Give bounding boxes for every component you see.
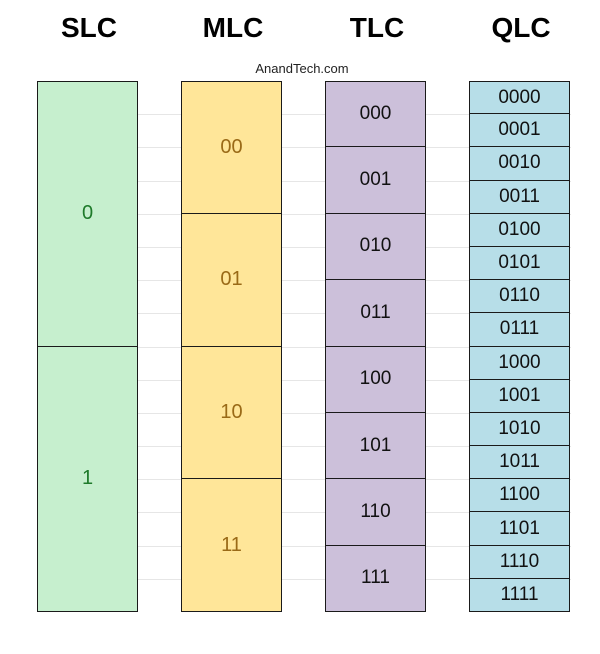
- gridline: [37, 181, 571, 182]
- tlc-cell-110: 110: [325, 479, 426, 546]
- tlc-cell-010: 010: [325, 213, 426, 281]
- qlc-cell-0011: 0011: [469, 180, 570, 214]
- qlc-cell-0100: 0100: [469, 213, 570, 247]
- mlc-column: 00 01 10 11: [181, 81, 282, 612]
- qlc-cell-1111: 1111: [469, 578, 570, 612]
- mlc-cell-11: 11: [181, 479, 282, 612]
- mlc-cell-00: 00: [181, 81, 282, 214]
- slc-cell-1: 1: [37, 346, 138, 612]
- qlc-cell-1001: 1001: [469, 379, 570, 413]
- qlc-cell-0110: 0110: [469, 280, 570, 314]
- gridline: [37, 579, 571, 580]
- qlc-cell-0001: 0001: [469, 114, 570, 148]
- qlc-cell-1000: 1000: [469, 346, 570, 380]
- gridline: [37, 546, 571, 547]
- gridline: [37, 313, 571, 314]
- qlc-column: 0000 0001 0010 0011 0100 0101 0110 0111 1000 1001…: [469, 81, 570, 612]
- qlc-cell-1100: 1100: [469, 479, 570, 513]
- mlc-cell-01: 01: [181, 213, 282, 347]
- qlc-cell-0010: 0010: [469, 147, 570, 181]
- mlc-header: MLC: [202, 12, 264, 43]
- gridline: [37, 214, 571, 215]
- tlc-cell-101: 101: [325, 412, 426, 480]
- tlc-column: 000 001 010 011 100 101 110 111: [325, 81, 426, 612]
- gridline: [37, 380, 571, 381]
- gridline: [37, 247, 571, 248]
- tlc-cell-100: 100: [325, 346, 426, 413]
- slc-header: SLC: [61, 12, 117, 43]
- watermark: AnandTech.com: [255, 61, 349, 76]
- mlc-cell-10: 10: [181, 346, 282, 480]
- gridline: [37, 147, 571, 148]
- qlc-header: QLC: [491, 12, 551, 43]
- gridline: [37, 280, 571, 281]
- gridline: [37, 413, 571, 414]
- qlc-cell-1101: 1101: [469, 512, 570, 546]
- tlc-cell-111: 111: [325, 545, 426, 612]
- tlc-cell-001: 001: [325, 147, 426, 214]
- qlc-cell-0000: 0000: [469, 81, 570, 115]
- qlc-cell-0101: 0101: [469, 246, 570, 281]
- qlc-cell-1011: 1011: [469, 446, 570, 480]
- gridline: [37, 446, 571, 447]
- qlc-cell-1110: 1110: [469, 545, 570, 579]
- slc-cell-0: 0: [37, 81, 138, 347]
- gridline: [37, 347, 571, 348]
- gridline: [37, 512, 571, 513]
- tlc-cell-011: 011: [325, 280, 426, 347]
- qlc-cell-0111: 0111: [469, 313, 570, 347]
- gridline: [37, 479, 571, 480]
- tlc-header: TLC: [349, 12, 405, 43]
- qlc-cell-1010: 1010: [469, 412, 570, 447]
- gridline: [37, 114, 571, 115]
- tlc-cell-000: 000: [325, 81, 426, 148]
